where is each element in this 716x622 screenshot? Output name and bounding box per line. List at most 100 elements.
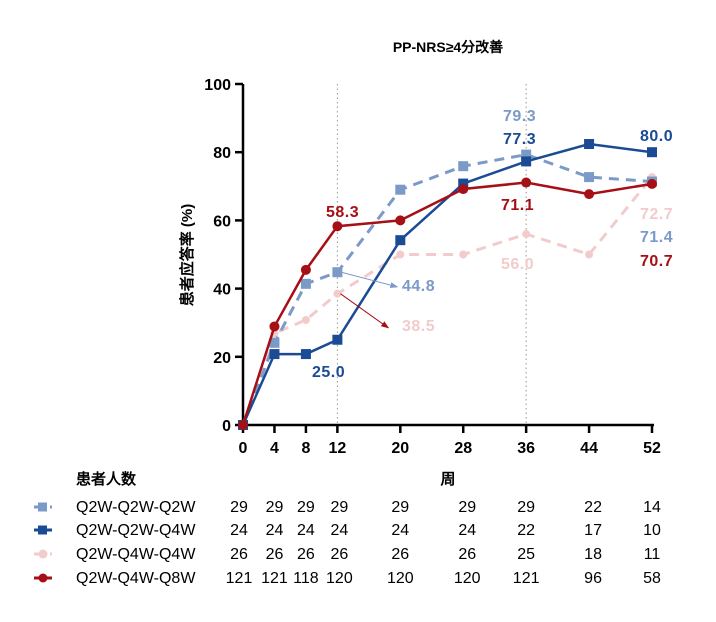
table-cell: 11 xyxy=(644,546,661,563)
data-point xyxy=(521,156,532,167)
data-point xyxy=(458,178,469,189)
data-label: 38.5 xyxy=(402,318,435,335)
table-cell: 24 xyxy=(266,522,284,539)
data-point xyxy=(395,235,406,246)
table-cell: 26 xyxy=(391,546,409,563)
table-cell: 22 xyxy=(584,499,602,516)
y-tick-label: 100 xyxy=(204,77,231,94)
data-label: 77.3 xyxy=(503,131,536,148)
data-label: 80.0 xyxy=(640,128,673,145)
legend-label: Q2W-Q2W-Q4W xyxy=(76,522,196,539)
table-cell: 29 xyxy=(330,499,348,516)
data-point xyxy=(584,139,595,150)
x-tick-label: 4 xyxy=(270,440,279,457)
data-point xyxy=(521,149,532,160)
data-point xyxy=(333,289,342,298)
table-cell: 26 xyxy=(297,546,315,563)
x-tick-label: 52 xyxy=(643,440,661,457)
data-point xyxy=(458,161,469,172)
data-point xyxy=(301,315,310,324)
x-tick-label: 20 xyxy=(391,440,409,457)
x-tick-label: 12 xyxy=(328,440,346,457)
table-cell: 29 xyxy=(297,499,315,516)
table-cell: 29 xyxy=(391,499,409,516)
table-cell: 25 xyxy=(517,546,535,563)
legend-label: Q2W-Q2W-Q2W xyxy=(76,499,196,516)
table-cell: 58 xyxy=(643,570,661,587)
table-cell: 29 xyxy=(458,499,476,516)
x-axis-label: 周 xyxy=(440,471,455,488)
data-point xyxy=(395,215,406,226)
table-cell: 29 xyxy=(517,499,535,516)
y-tick-label: 0 xyxy=(222,418,231,435)
table-cell: 29 xyxy=(230,499,248,516)
data-point xyxy=(238,420,248,430)
data-point xyxy=(332,221,343,232)
data-point xyxy=(300,264,311,275)
table-cell: 120 xyxy=(326,570,353,587)
annotation-arrow xyxy=(340,293,390,329)
legend-label: Q2W-Q4W-Q4W xyxy=(76,546,196,563)
y-axis-label: 患者应答率 (%) xyxy=(178,204,196,307)
data-point xyxy=(458,184,469,195)
table-cell: 24 xyxy=(297,522,315,539)
data-label: 56.0 xyxy=(501,256,534,273)
table-cell: 24 xyxy=(458,522,476,539)
data-label: 58.3 xyxy=(326,204,359,221)
x-tick-label: 8 xyxy=(301,440,310,457)
data-point xyxy=(332,267,343,278)
data-point xyxy=(269,349,280,360)
data-label: 79.3 xyxy=(503,108,536,125)
data-label: 25.0 xyxy=(312,364,345,381)
legend-marker xyxy=(38,502,47,512)
data-point xyxy=(395,184,406,195)
table-cell: 118 xyxy=(293,570,319,587)
series-line-q2w-q4w-q8w xyxy=(241,181,653,426)
data-point xyxy=(522,230,531,239)
y-tick-label: 60 xyxy=(213,213,231,230)
data-point xyxy=(459,250,468,259)
x-tick-label: 28 xyxy=(454,440,472,457)
table-cell: 26 xyxy=(230,546,248,563)
series-line-q2w-q4w-q4w xyxy=(241,176,654,426)
annotation-arrow xyxy=(341,271,399,289)
x-tick-label: 44 xyxy=(580,440,598,457)
table-cell: 121 xyxy=(513,570,540,587)
table-cell: 120 xyxy=(454,570,481,587)
data-point xyxy=(584,172,595,183)
table-cell: 96 xyxy=(584,570,602,587)
table-cell: 14 xyxy=(643,499,661,516)
legend-marker xyxy=(38,525,47,535)
table-cell: 29 xyxy=(266,499,284,516)
table-header: 患者人数 xyxy=(76,470,137,488)
table-cell: 121 xyxy=(261,570,288,587)
data-label: 71.1 xyxy=(501,197,534,214)
table-cell: 24 xyxy=(391,522,409,539)
data-point xyxy=(396,250,405,259)
table-cell: 121 xyxy=(226,570,253,587)
table-cell: 22 xyxy=(517,522,535,539)
x-tick-label: 0 xyxy=(239,440,248,457)
table-cell: 24 xyxy=(230,522,248,539)
legend-marker xyxy=(38,549,48,559)
data-point xyxy=(269,337,280,348)
data-point xyxy=(300,278,311,289)
legend-marker xyxy=(38,573,48,583)
data-point xyxy=(521,177,532,188)
data-label: 44.8 xyxy=(402,278,435,295)
table-cell: 24 xyxy=(330,522,348,539)
data-point xyxy=(300,349,311,360)
table-cell: 26 xyxy=(330,546,348,563)
data-point xyxy=(332,334,343,345)
table-cell: 17 xyxy=(584,522,602,539)
table-cell: 26 xyxy=(266,546,284,563)
data-point xyxy=(647,147,657,158)
table-cell: 10 xyxy=(643,522,661,539)
data-point xyxy=(269,321,280,332)
chart-title: PP-NRS≥4分改善 xyxy=(393,39,503,55)
data-point xyxy=(647,178,657,189)
data-point xyxy=(584,189,595,200)
table-cell: 18 xyxy=(584,546,602,563)
